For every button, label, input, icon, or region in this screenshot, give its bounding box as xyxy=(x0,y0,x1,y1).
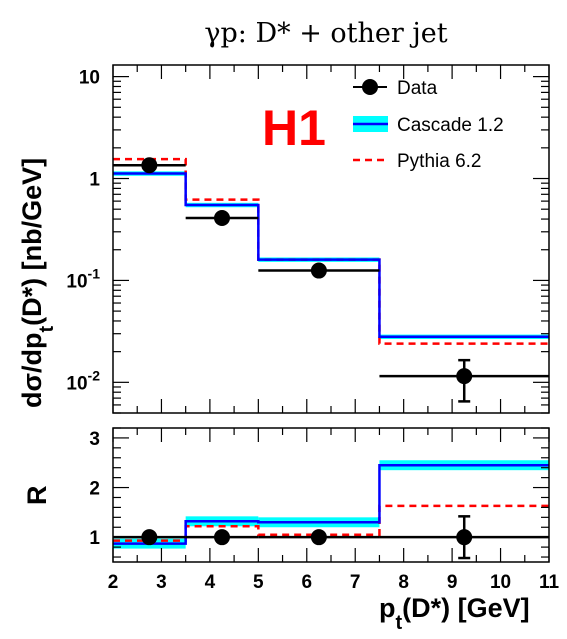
legend-label-data: Data xyxy=(397,78,438,99)
ratio-y-axis-label: R xyxy=(22,486,52,506)
x-tick-label: 4 xyxy=(205,572,216,593)
top-cascade-line xyxy=(113,172,549,339)
x-tick-label: 5 xyxy=(253,572,264,593)
top-y-tick-label: 10-1 xyxy=(66,265,100,292)
top-y-tick-label: 10 xyxy=(79,68,100,89)
x-tick-label: 7 xyxy=(350,572,361,593)
top-pythia-line xyxy=(113,157,549,345)
top-data-point-2 xyxy=(214,209,230,226)
ratio-cascade-line xyxy=(113,463,549,545)
legend-label-cascade: Cascade 1.2 xyxy=(397,115,504,136)
x-tick-label: 2 xyxy=(108,572,119,593)
experiment-label: H1 xyxy=(262,100,326,156)
x-tick-label: 10 xyxy=(490,572,511,593)
ratio-y-tick-label: 3 xyxy=(89,429,100,450)
top-y-tick-label: 1 xyxy=(89,170,100,191)
legend: Data Cascade 1.2 Pythia 6.2 xyxy=(353,78,504,172)
ratio-data-point-3 xyxy=(310,529,327,546)
x-tick-label: 3 xyxy=(156,572,167,593)
ratio-data-point-4 xyxy=(456,529,473,546)
ratio-data-point-1 xyxy=(141,529,158,546)
x-axis-label: pt(D*) [GeV] xyxy=(379,593,530,634)
top-data-point-3 xyxy=(310,262,327,279)
chart-title: γp: D* + other jet xyxy=(204,18,447,49)
ratio-y-tick-label: 2 xyxy=(89,479,100,500)
top-data-point-1 xyxy=(141,157,158,174)
ratio-data-point-2 xyxy=(214,529,230,546)
ratio-y-tick-label: 1 xyxy=(89,528,100,549)
legend-label-pythia: Pythia 6.2 xyxy=(397,151,482,172)
x-tick-label: 11 xyxy=(539,572,560,593)
x-tick-label: 9 xyxy=(447,572,458,593)
top-data-point-4 xyxy=(456,368,473,385)
top-y-tick-label: 10-2 xyxy=(66,367,100,394)
legend-data-marker xyxy=(362,79,378,95)
top-y-axis-label: dσ/dpt(D*) [nb/GeV] xyxy=(17,158,58,408)
x-tick-label: 6 xyxy=(301,572,312,593)
x-tick-label: 8 xyxy=(398,572,409,593)
